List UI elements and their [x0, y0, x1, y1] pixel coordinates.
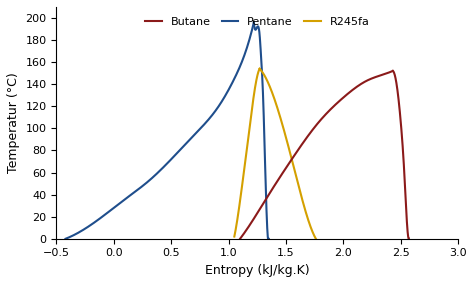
Butane: [406, 237, 411, 241]
Legend: Butane, Pentane, R245fa: Butane, Pentane, R245fa: [141, 12, 374, 32]
R245fa: [290, 162, 296, 165]
Line: Pentane: Pentane: [254, 22, 269, 240]
X-axis label: Entropy (kJ/kg.K): Entropy (kJ/kg.K): [205, 264, 310, 277]
Line: R245fa: R245fa: [260, 69, 316, 239]
R245fa: [313, 237, 319, 241]
Pentane: [260, 85, 265, 88]
Pentane: [251, 21, 257, 25]
Butane: [390, 69, 396, 73]
Pentane: [264, 207, 269, 210]
Y-axis label: Temperatur (°C): Temperatur (°C): [7, 72, 20, 173]
Butane: [400, 140, 405, 144]
R245fa: [257, 67, 263, 71]
R245fa: [304, 214, 310, 218]
Butane: [403, 211, 409, 214]
Pentane: [266, 237, 272, 241]
R245fa: [291, 166, 297, 170]
R245fa: [257, 67, 263, 70]
Butane: [390, 69, 396, 73]
Pentane: [251, 21, 257, 24]
R245fa: [308, 225, 313, 229]
Butane: [400, 140, 405, 143]
Pentane: [260, 86, 265, 89]
Pentane: [260, 92, 266, 96]
Butane: [400, 144, 405, 147]
Butane: [404, 227, 410, 230]
Pentane: [265, 239, 271, 242]
Butane: [406, 237, 412, 241]
Line: Butane: Butane: [393, 71, 409, 239]
R245fa: [290, 163, 296, 166]
Pentane: [264, 229, 270, 233]
